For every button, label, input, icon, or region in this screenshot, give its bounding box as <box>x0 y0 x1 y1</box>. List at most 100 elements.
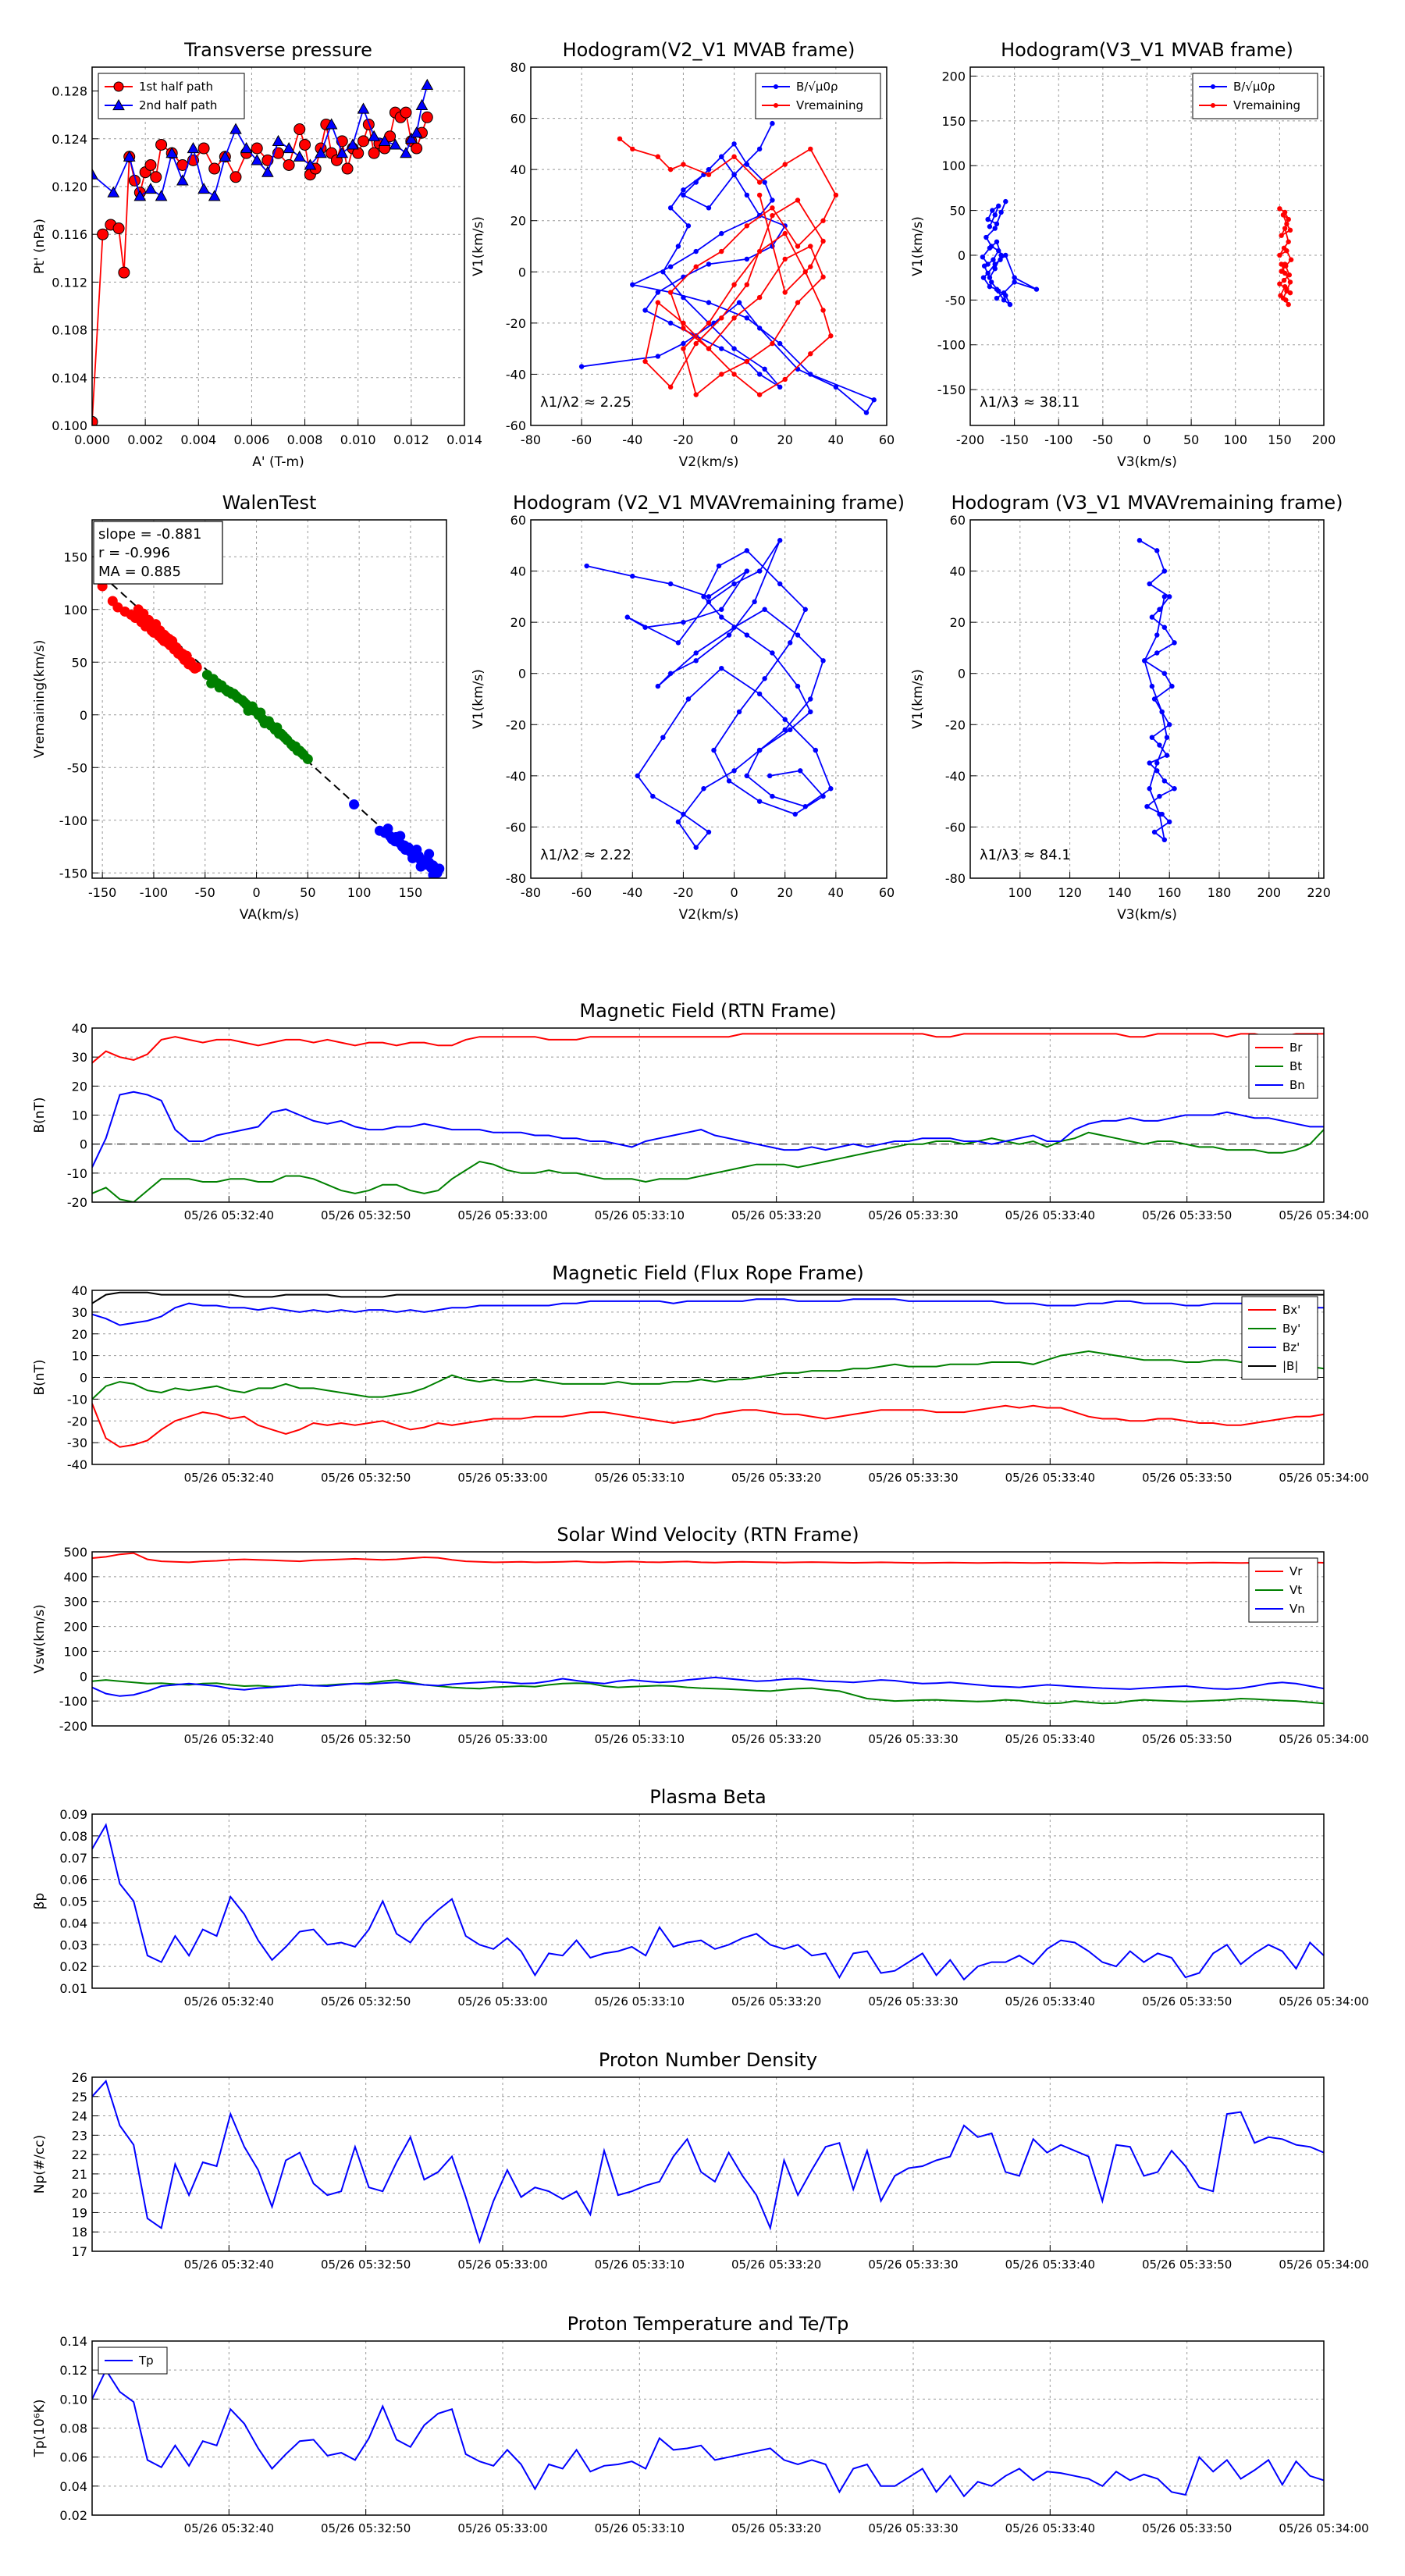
hodogram_v2v1_mvav-series-v-point <box>716 563 722 569</box>
hodogram_v2v1_mvav-xlabel: V2(km/s) <box>679 907 739 923</box>
hodogram_v2v1_mvav-series-v-point <box>675 819 681 825</box>
hodogram_v2v1_mvab-xtick-label: 0 <box>730 432 738 447</box>
hodogram_v3v1_mvav-series-v-point <box>1167 594 1172 600</box>
hodogram_v2v1_mvab-series-b-0--point <box>693 248 699 254</box>
hodogram_v2v1_mvab-series-b-0--point <box>808 372 813 377</box>
transverse_pressure-series-2nd-half-path-point <box>261 165 274 177</box>
magnetic_field_rtn-series-bt-line <box>92 1129 1324 1202</box>
walen_test-series-blue-group-point <box>411 845 422 856</box>
solar_wind_velocity-xtick-label: 05/26 05:33:00 <box>457 1732 547 1746</box>
hodogram_v2v1_mvab-series-vremaining-point <box>795 244 801 249</box>
magnetic_field_flux_rope-ylabel: B(nT) <box>32 1359 48 1395</box>
transverse_pressure-series-1st-half-path-point <box>411 142 423 155</box>
hodogram_v2v1_mvav-xtick-label: 20 <box>777 885 793 900</box>
magnetic_field_flux_rope-series-bz--line <box>92 1298 1324 1326</box>
hodogram_v2v1_mvab-series-vremaining-point <box>731 372 737 377</box>
hodogram_v2v1_mvav-xtick-label: 60 <box>879 885 895 900</box>
hodogram_v2v1_mvav-series-v-point <box>731 624 737 630</box>
transverse_pressure-series-1st-half-path-point <box>92 415 98 425</box>
transverse_pressure-series-2nd-half-path-point <box>378 134 391 146</box>
hodogram_v2v1_mvab-series-vremaining-point <box>756 192 763 198</box>
proton_number_density-ylabel: Np(#/cc) <box>32 2135 48 2194</box>
magnetic_field_flux_rope-xtick-label: 05/26 05:33:10 <box>595 1471 685 1485</box>
hodogram_v2v1_mvab-series-b-0--point <box>655 354 661 359</box>
solar_wind_velocity-xtick-label: 05/26 05:32:50 <box>321 1732 411 1746</box>
hodogram_v3v1_mvav-series-v-point <box>1154 632 1160 638</box>
hodogram_v2v1_mvab-xtick-label: 40 <box>828 432 844 447</box>
hodogram_v2v1_mvab-series-vremaining-point <box>667 384 674 390</box>
magnetic_field_flux_rope-series-by--line <box>92 1350 1324 1400</box>
hodogram_v3v1_mvab-ytick-label: 50 <box>950 204 966 219</box>
hodogram_v2v1_mvab-series-b-0--point <box>756 326 763 331</box>
hodogram_v3v1_mvav-xtick-label: 220 <box>1307 885 1331 900</box>
hodogram_v3v1_mvab-series-b-0--point <box>998 257 1003 262</box>
hodogram_v2v1_mvab-series-b-0--point <box>731 141 737 147</box>
hodogram_v3v1_mvab-series-vremaining-point <box>1277 206 1282 212</box>
magnetic_field_rtn-ytick-label: 40 <box>72 1021 87 1036</box>
hodogram_v2v1_mvab-series-b-0--point <box>681 340 686 347</box>
hodogram_v2v1_mvav-data <box>584 538 834 850</box>
transverse_pressure-series-2nd-half-path-point <box>347 138 359 150</box>
walen_test-series-green-group-point <box>206 678 217 688</box>
magnetic_field_rtn-ytick-label: -10 <box>67 1166 87 1181</box>
hodogram_v2v1_mvav-ytick-label: -40 <box>506 769 526 784</box>
magnetic_field_flux_rope-xtick-label: 05/26 05:33:40 <box>1005 1471 1095 1485</box>
hodogram_v2v1_mvav-series-v-point <box>706 594 712 600</box>
hodogram_v2v1_mvav-series-v-point <box>726 778 732 784</box>
hodogram_v3v1_mvab-legend-label: B/√μ0ρ <box>1233 80 1275 94</box>
hodogram_v2v1_mvav-series-v-point <box>744 773 750 779</box>
hodogram_v2v1_mvab-series-vremaining-point <box>808 351 813 357</box>
hodogram_v2v1_mvab-series-vremaining-point <box>782 256 788 262</box>
hodogram_v2v1_mvav-series-v-point <box>820 658 826 664</box>
hodogram_v2v1_mvav-series-v-point <box>756 747 763 753</box>
walen_test-series-green-group-point <box>255 707 266 718</box>
walen_test-title: WalenTest <box>222 492 317 514</box>
solar_wind_velocity-legend-label: Vn <box>1289 1602 1305 1616</box>
hodogram_v2v1_mvab-series-vremaining-point <box>706 346 712 351</box>
proton_temperature-ytick-label: 0.02 <box>59 2508 87 2523</box>
transverse_pressure-ytick-label: 0.128 <box>52 84 87 99</box>
hodogram_v3v1_mvab-series-vremaining-point <box>1286 239 1291 244</box>
hodogram_v2v1_mvav-series-v-point <box>706 829 712 835</box>
magnetic_field_flux_rope-xtick-label: 05/26 05:33:20 <box>731 1471 821 1485</box>
hodogram_v3v1_mvav-series-v-point <box>1144 804 1150 809</box>
hodogram_v2v1_mvab-ytick-label: 0 <box>518 265 526 279</box>
hodogram_v2v1_mvav-series-v-point <box>719 607 724 612</box>
hodogram_v2v1_mvav-series-v-point <box>798 768 803 774</box>
hodogram_v3v1_mvab-series-b-0--point <box>996 248 1001 254</box>
hodogram_v3v1_mvav-title: Hodogram (V3_V1 MVAVremaining frame) <box>951 492 1343 514</box>
transverse_pressure-series-2nd-half-path-point <box>155 190 168 201</box>
hodogram_v2v1_mvab-ytick-label: -60 <box>506 418 526 433</box>
transverse_pressure-series-2nd-half-path-point <box>251 154 264 165</box>
transverse_pressure-data <box>92 78 434 425</box>
hodogram_v2v1_mvab-series-vremaining-point <box>795 300 801 305</box>
hodogram_v2v1_mvab-series-vremaining-point <box>693 392 699 397</box>
hodogram_v2v1_mvab-data <box>578 120 877 415</box>
hodogram_v2v1_mvav-series-v-point <box>660 735 666 740</box>
hodogram_v2v1_mvav-series-v-point <box>777 538 783 543</box>
hodogram_v3v1_mvab-series-b-0--point <box>985 270 991 276</box>
hodogram_v2v1_mvab-series-vremaining-point <box>681 162 686 167</box>
hodogram_v2v1_mvab-series-b-0--point <box>706 166 712 173</box>
hodogram_v2v1_mvab-series-vremaining-point <box>782 230 788 237</box>
hodogram_v3v1_mvav-series-v-point <box>1147 786 1152 792</box>
hodogram_v2v1_mvab-series-b-0--point <box>756 146 763 152</box>
hodogram_v3v1_mvab-series-b-0--point <box>1001 297 1007 303</box>
hodogram_v2v1_mvav-series-v-point <box>756 691 763 697</box>
plasma_beta-xtick-label: 05/26 05:32:50 <box>321 1994 411 2008</box>
hodogram_v3v1_mvab-series-vremaining-point <box>1282 283 1288 290</box>
hodogram_v2v1_mvab-series-b-0--point <box>630 282 635 287</box>
walen_test-data <box>97 575 445 878</box>
transverse_pressure-xtick-label: 0.010 <box>340 432 376 447</box>
hodogram_v3v1_mvab-series-b-0--point <box>1007 301 1013 308</box>
magnetic_field_flux_rope-ytick-label: 0 <box>80 1371 87 1386</box>
hodogram_v2v1_mvab-series-b-0--line <box>581 123 876 414</box>
hodogram_v3v1_mvab-ytick-label: -100 <box>937 338 966 353</box>
walen_test-ytick-label: 0 <box>80 708 87 723</box>
hodogram_v3v1_mvav-series-v-point <box>1154 760 1160 766</box>
hodogram_v2v1_mvav-ytick-label: -80 <box>506 871 526 886</box>
proton_temperature-xtick-label: 05/26 05:33:10 <box>595 2521 685 2535</box>
hodogram_v2v1_mvab-series-b-0--point <box>719 230 724 237</box>
transverse_pressure-xtick-label: 0.014 <box>446 432 482 447</box>
hodogram_v3v1_mvab-series-b-0--point <box>990 208 995 213</box>
